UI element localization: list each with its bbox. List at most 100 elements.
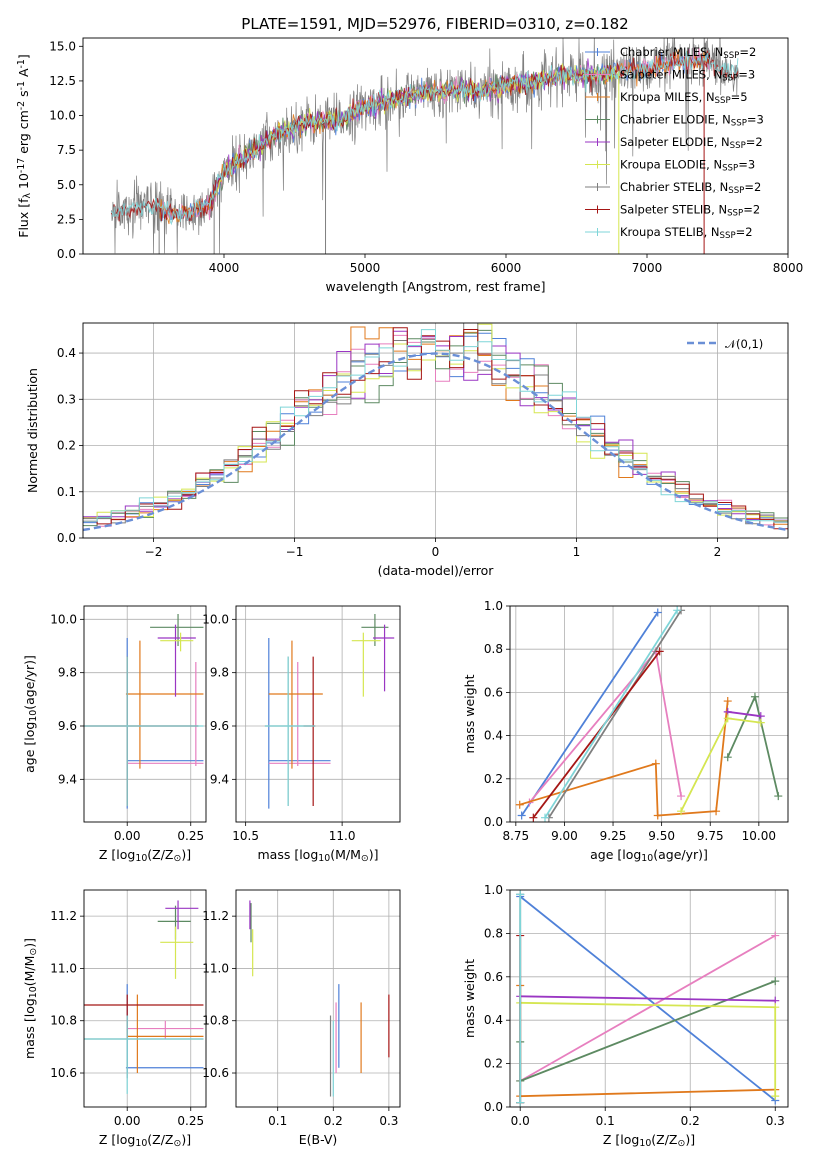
age-vs-mass-panel: 10.5 11.0 9.4 9.6 9.8 10.0 mass [log10(M/M⊙)] <box>202 605 401 864</box>
axes: 0.00 0.25 10.6 10.8 11.0 11.2 Z [log10(Z/Z⊙)] m… <box>22 889 207 1149</box>
weight-point <box>723 753 732 762</box>
weight-point <box>651 759 660 768</box>
y-tick-label: 15.0 <box>49 39 76 53</box>
y-axis-label: Normed distribution <box>25 368 40 493</box>
errorbar-kroupa-stelib <box>84 656 204 806</box>
weight-point <box>516 890 525 899</box>
weight-series-kroupa-stelib <box>540 606 682 822</box>
y-tick-label: 0.6 <box>484 970 503 984</box>
x-axis-label: Z [log10(Z/Z⊙)] <box>603 1132 695 1149</box>
plot-area <box>83 323 788 532</box>
y-tick-label: 0.0 <box>484 1100 503 1114</box>
y-tick-label: 0.4 <box>484 1013 503 1027</box>
weight-vs-age-panel: 8.75 9.00 9.25 9.50 9.75 10.00 0.0 0.2 0.4 0.6 0.8… <box>462 599 789 864</box>
legend: Chabrier MILES, NSSP=2 Salpeter MILES, NS… <box>585 45 764 241</box>
axes-frame <box>509 605 789 823</box>
weight-series-kroupa-miles <box>515 697 732 820</box>
x-axis-label: age [log10(age/yr)] <box>590 847 708 864</box>
x-tick-label: 9.50 <box>648 829 675 843</box>
weight-line <box>520 611 659 817</box>
y-axis-label: mass weight <box>462 674 477 753</box>
residual-hist-panel: −2 −1 0 1 2 0.0 0.1 0.2 0.3 0.4 (data-model)/error… <box>25 322 789 578</box>
x-tick-label: 9.75 <box>697 829 724 843</box>
y-tick-label: 10.0 <box>49 109 76 123</box>
weight-series-chabrier-miles <box>517 608 662 820</box>
x-tick-label: 0.00 <box>114 1114 141 1128</box>
histogram-kroupa-stelib <box>83 329 788 523</box>
weight-point <box>677 807 686 816</box>
errorbar-salpeter-elodie <box>165 900 199 930</box>
x-tick-label: 4000 <box>209 261 240 275</box>
y-tick-label: 1.0 <box>484 599 503 613</box>
weight-point <box>515 800 524 809</box>
errorbar-kroupa-miles <box>127 994 204 1074</box>
legend-item: Kroupa ELODIE, NSSP=3 <box>585 158 755 174</box>
y-axis-label: mass [log10(M/M⊙)] <box>22 938 39 1059</box>
legend-item: Chabrier STELIB, NSSP=2 <box>585 180 761 196</box>
errorbar-salpeter-stelib <box>84 994 204 1040</box>
x-tick-label: 0.2 <box>324 1114 343 1128</box>
y-tick-label: 9.8 <box>58 666 77 680</box>
weight-series-kroupa-elodie <box>677 714 765 816</box>
plot-area <box>264 614 395 809</box>
plot-area <box>249 900 390 1097</box>
legend-label: Kroupa STELIB, NSSP=2 <box>620 225 753 241</box>
legend-label: Kroupa MILES, NSSP=5 <box>620 90 748 106</box>
mass-vs-Z-panel: 0.00 0.25 10.6 10.8 11.0 11.2 Z [log10(Z/Z⊙)] m… <box>22 889 207 1149</box>
plot-area <box>84 900 204 1094</box>
errorbar-salpeter-miles <box>127 662 204 766</box>
gaussian-curve <box>83 352 788 532</box>
x-tick-label: −2 <box>145 545 163 559</box>
x-tick-label: 0.25 <box>177 829 204 843</box>
axes: 0.1 0.2 0.3 10.6 10.8 11.0 11.2 E(B-V) <box>202 889 401 1147</box>
errorbar-chabrier-elodie <box>157 905 191 940</box>
weight-series-chabrier-stelib <box>544 606 686 822</box>
x-tick-label: 0 <box>432 545 440 559</box>
legend-label: Chabrier MILES, NSSP=2 <box>620 45 756 61</box>
weight-point <box>771 1092 780 1101</box>
plot-area <box>110 38 739 254</box>
spectrum-series-kroupa-stelib <box>110 50 739 226</box>
x-axis-label: Z [log10(Z/Z⊙)] <box>99 847 191 864</box>
errorbar-chabrier-stelib <box>84 1020 204 1079</box>
y-tick-label: 9.6 <box>58 719 77 733</box>
plot-area <box>515 606 783 822</box>
legend-label: Kroupa ELODIE, NSSP=3 <box>620 158 755 174</box>
x-tick-label: 0.1 <box>596 1114 615 1128</box>
axes: 0.0 0.1 0.2 0.3 0.0 0.2 0.4 0.6 0.8 1.0 Z [log10(Z… <box>462 883 789 1149</box>
errorbar-kroupa-stelib <box>84 1015 204 1094</box>
y-tick-label: 9.8 <box>210 666 229 680</box>
legend-label: Salpeter MILES, NSSP=3 <box>620 68 755 84</box>
x-tick-label: 8000 <box>773 261 804 275</box>
weight-line <box>520 995 776 1002</box>
y-tick-label: 0.0 <box>57 531 76 545</box>
x-tick-label: 0.1 <box>268 1114 287 1128</box>
errorbar-salpeter-stelib <box>303 656 316 806</box>
weight-line <box>528 649 682 804</box>
y-tick-label: 0.2 <box>484 1057 503 1071</box>
y-tick-label: 0.8 <box>484 926 503 940</box>
weight-vs-Z-panel: 0.0 0.1 0.2 0.3 0.0 0.2 0.4 0.6 0.8 1.0 Z [log10(Z… <box>462 883 789 1149</box>
y-tick-label: 11.0 <box>50 961 77 975</box>
errorbar-chabrier-stelib <box>264 656 316 806</box>
weight-point <box>771 977 780 986</box>
weight-series-kroupa-elodie <box>516 998 780 1101</box>
plot-area <box>516 890 780 1107</box>
errorbar-salpeter-elodie <box>157 624 196 697</box>
x-axis-label: Z [log10(Z/Z⊙)] <box>99 1132 191 1149</box>
y-tick-label: 10.6 <box>202 1066 229 1080</box>
weight-line <box>519 700 729 817</box>
axes: 8.75 9.00 9.25 9.50 9.75 10.00 0.0 0.2 0.4 0.6 0.8… <box>462 599 789 864</box>
weight-point <box>653 811 662 820</box>
x-tick-label: 10.00 <box>742 829 776 843</box>
weight-line <box>519 934 776 1082</box>
y-tick-label: 0.6 <box>484 685 503 699</box>
y-tick-label: 10.6 <box>50 1066 77 1080</box>
x-tick-label: 8.75 <box>502 829 529 843</box>
errorbar-kroupa-miles <box>268 640 323 769</box>
spectrum-panel: 4000 5000 6000 7000 8000 0.0 2.5 5.0 7.5 10.0 12.5… <box>16 37 804 294</box>
weight-point <box>517 811 526 820</box>
weight-series-kroupa-stelib <box>516 890 525 1107</box>
weight-line <box>519 985 776 1098</box>
legend-label: Salpeter ELODIE, NSSP=2 <box>620 135 763 151</box>
